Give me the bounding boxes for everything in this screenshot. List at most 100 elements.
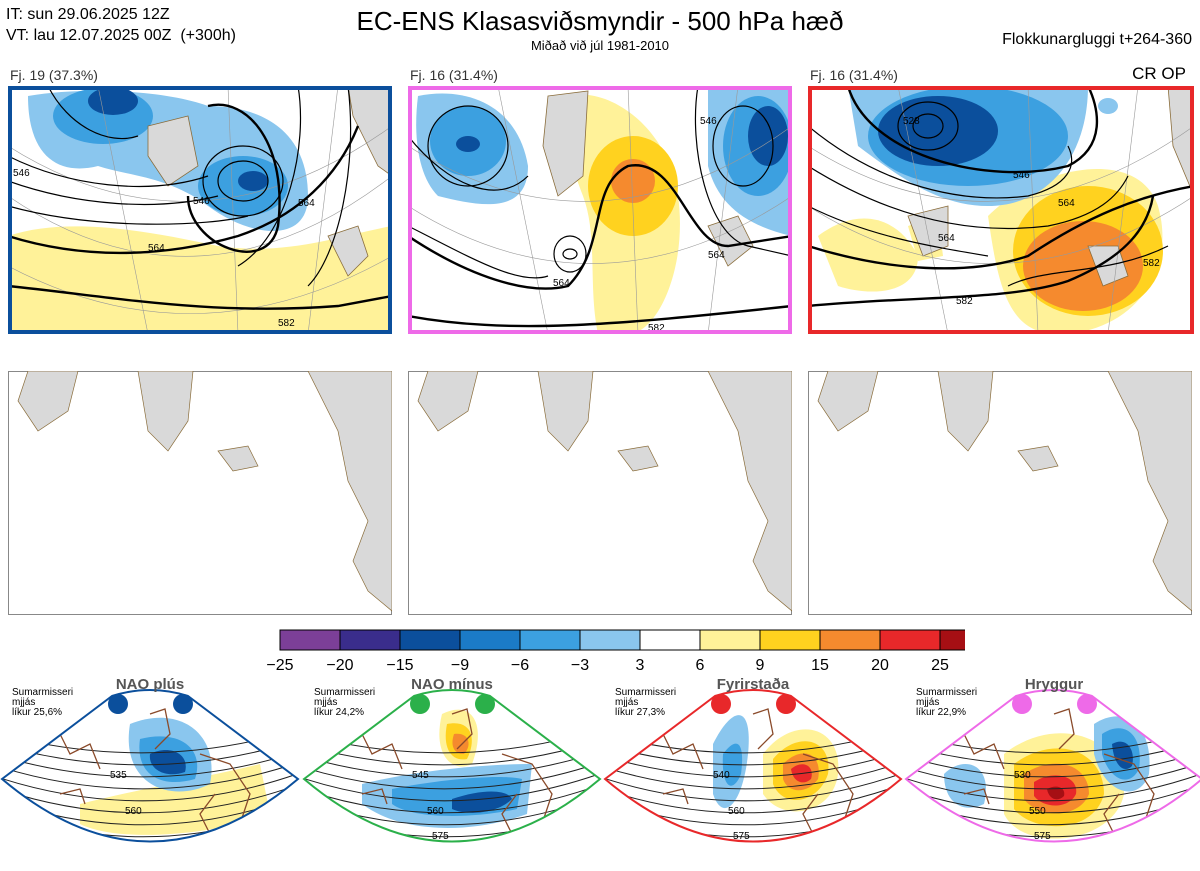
page-subtitle: Miðað við júl 1981-2010 (530, 38, 670, 53)
coastline (943, 708, 1155, 835)
colorbar-swatch (399, 629, 461, 651)
anomaly-area (1034, 859, 1067, 871)
regime-map: 530 550 575 (904, 689, 1200, 871)
regime-name: NAO mínus (411, 676, 493, 693)
height-contour (2, 783, 298, 814)
height-contour (2, 761, 298, 790)
regime-map: 535 560 (0, 689, 300, 843)
contour-label: 528 (903, 116, 920, 127)
colorbar-tick-label: 15 (811, 657, 829, 674)
colorbar-tick-label: −9 (451, 657, 469, 674)
contour-label: 564 (148, 243, 165, 254)
contour-label: 530 (1014, 770, 1031, 781)
contour-label: 560 (125, 806, 142, 817)
contour-label: 564 (1058, 198, 1075, 209)
height-contour (605, 761, 901, 790)
cluster-map-1: 546 564 564 582 546 (8, 86, 392, 334)
colorbar-tick-label: −3 (571, 657, 589, 674)
regime-probability: líkur 27,3% (615, 707, 666, 718)
regime-probability: líkur 24,2% (314, 707, 365, 718)
contour-label: 564 (298, 198, 315, 209)
height-contour (605, 783, 901, 814)
regime-panel: 545 560 575 NAO mínus Sumarmisseri mjjás líkur… (302, 674, 602, 871)
colorbar-tick-label: 3 (636, 657, 645, 674)
contour-label: 575 (432, 831, 449, 842)
regime-marker-dot (173, 694, 193, 714)
colorbar-swatch (939, 629, 965, 651)
regime-outline (904, 689, 1200, 843)
regime-info: Sumarmisseri mjjás líkur 27,3% (615, 688, 695, 718)
regime-info: Sumarmisseri mjjás líkur 24,2% (314, 688, 394, 718)
colorbar-tick-label: 9 (756, 657, 765, 674)
regime-marker-dot (410, 694, 430, 714)
anomaly-area (944, 764, 986, 808)
regime-marker-dot (1077, 694, 1097, 714)
contour-label: 546 (1013, 170, 1030, 181)
panel-1-label: Fj. 19 (37.3%) (10, 67, 98, 83)
regime-info: Sumarmisseri mjjás líkur 25,6% (12, 688, 92, 718)
colorbar-swatch (339, 629, 401, 651)
contour-label: 575 (1034, 831, 1051, 842)
regime-marker-dot (711, 694, 731, 714)
classification-window: Flokkunargluggi t+264-360 (1002, 31, 1192, 48)
colorbar-tick-label: −15 (386, 657, 413, 674)
regime-map: 540 560 575 (603, 689, 903, 843)
contour-label: 582 (1143, 258, 1160, 269)
colorbar-tick-label: 6 (696, 657, 705, 674)
colorbar-tick-label: −25 (266, 657, 293, 674)
height-contour (304, 772, 600, 802)
regime-season: Sumarmisseri (314, 687, 376, 698)
colorbar-tick-label: −20 (326, 657, 353, 674)
contour-label: 545 (412, 770, 429, 781)
panel-border (408, 86, 792, 334)
contour-label: 564 (553, 278, 570, 289)
page-title: EC-ENS Klasasviðsmyndir - 500 hPa hæð (356, 6, 844, 36)
coastline (39, 708, 251, 835)
contour-label: 550 (1029, 806, 1046, 817)
regime-name: Fyrirstaða (716, 676, 790, 693)
height-contour (304, 783, 600, 814)
regime-season: Sumarmisseri (615, 687, 677, 698)
colorbar-swatch (639, 629, 701, 651)
contour-label: 582 (278, 318, 295, 329)
height-contour (605, 772, 901, 802)
regime-probability: líkur 25,6% (12, 707, 63, 718)
contour-label: 546 (700, 116, 717, 127)
regime-name: Hryggur (1024, 676, 1084, 693)
height-contour (2, 772, 298, 802)
height-contour (906, 772, 1200, 802)
regime-panel: 535 560 NAO plús Sumarmisseri mjjás líkur 25,… (0, 674, 300, 871)
regime-outline (0, 689, 300, 843)
empty-map-2 (408, 371, 792, 615)
height-contour (906, 838, 1200, 842)
empty-map-1 (8, 371, 392, 615)
contour-label: 582 (956, 296, 973, 307)
regime-marker-dot (475, 694, 495, 714)
contour-label: 540 (713, 770, 730, 781)
cr-op-label: CR OP (1132, 64, 1186, 83)
regime-name: NAO plús (115, 676, 185, 693)
regime-months: mjjás (916, 697, 940, 708)
valid-time: VT: lau 12.07.2025 00Z (+300h) (6, 27, 236, 44)
panel-border (8, 86, 392, 334)
empty-map-3 (808, 371, 1192, 615)
height-contour (906, 750, 1200, 778)
colorbar-tick-label: 25 (931, 657, 949, 674)
regime-season: Sumarmisseri (12, 687, 74, 698)
colorbar-swatch (459, 629, 521, 651)
anomaly-area (452, 733, 469, 754)
regime-map: 545 560 575 (302, 689, 602, 843)
regime-months: mjjás (615, 697, 639, 708)
contour-label: 564 (708, 250, 725, 261)
colorbar-swatch (699, 629, 761, 651)
regime-months: mjjás (12, 697, 36, 708)
contour-label: 535 (110, 770, 127, 781)
regime-marker-dot (108, 694, 128, 714)
colorbar-swatch (819, 629, 881, 651)
contour-label: 582 (648, 323, 665, 334)
cluster-map-2: 564 564 582 546 (408, 86, 792, 334)
height-contour (605, 838, 901, 842)
colorbar-tick-label: 20 (871, 657, 889, 674)
height-contour (304, 838, 600, 842)
regime-months: mjjás (314, 697, 338, 708)
